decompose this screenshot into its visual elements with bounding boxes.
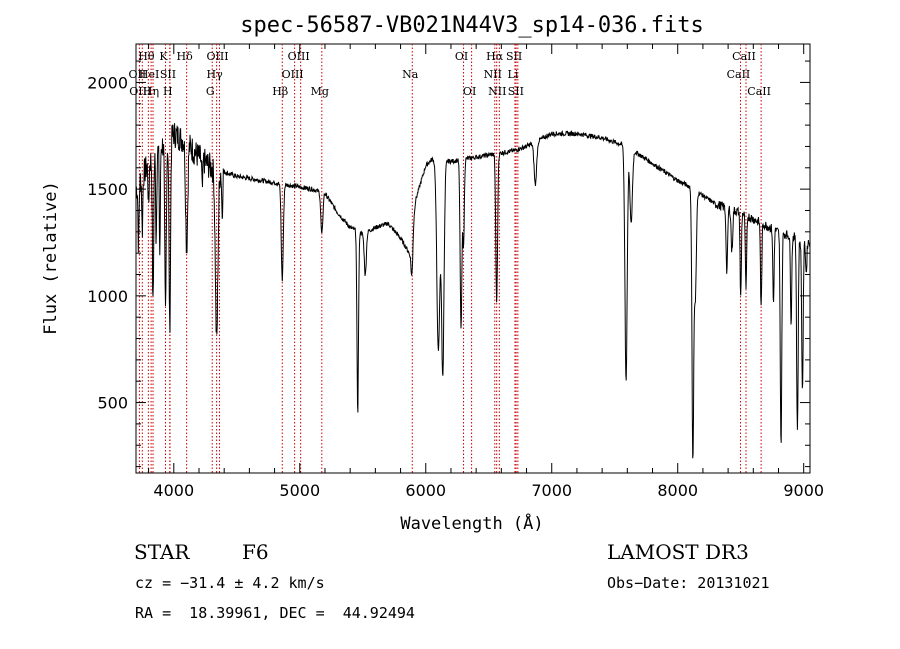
line-label-15: Mg xyxy=(311,85,329,98)
line-label-14: OIII xyxy=(282,68,304,81)
line-label-2: OIII xyxy=(129,85,151,98)
x-tick-label: 5000 xyxy=(279,481,320,500)
line-label-4: Hη xyxy=(143,85,159,98)
line-label-24: SII xyxy=(508,85,524,98)
x-tick-label: 9000 xyxy=(783,481,824,500)
redshift-readout: cz = −31.4 ± 4.2 km/s xyxy=(135,574,325,592)
line-label-8: Hδ xyxy=(177,50,194,63)
survey-name: LAMOST DR3 xyxy=(607,540,749,564)
y-tick-label: 500 xyxy=(97,394,128,413)
x-axis-label: Wavelength (Å) xyxy=(400,512,543,534)
line-label-0: Hθ xyxy=(138,50,155,63)
x-tick-label: 7000 xyxy=(531,481,572,500)
x-tick-label: 4000 xyxy=(153,481,194,500)
y-axis-ticks: 500 1000 1500 2000 xyxy=(87,60,810,468)
x-axis-ticks: 4000 5000 6000 7000 8000 9000 xyxy=(148,44,824,500)
x-tick-label: 8000 xyxy=(657,481,698,500)
line-label-25: CaII xyxy=(732,50,756,63)
line-label-27: CaII xyxy=(747,85,771,98)
line-label-21: NII xyxy=(488,85,506,98)
line-label-18: OI xyxy=(463,85,476,98)
obs-date: Obs−Date: 20131021 xyxy=(607,574,770,592)
line-label-23: Li xyxy=(508,68,519,81)
spectrum-line xyxy=(135,123,811,459)
object-subclass: F6 xyxy=(242,540,269,564)
line-label-20: NII xyxy=(484,68,502,81)
plot-frame xyxy=(135,43,811,474)
coordinates: RA = 18.39961, DEC = 44.92494 xyxy=(135,604,415,622)
y-axis-label: Flux (relative) xyxy=(41,181,61,335)
line-label-26: CaII xyxy=(727,68,751,81)
line-label-22: SII xyxy=(506,50,522,63)
spectral-line-markers xyxy=(138,44,762,473)
y-tick-label: 1000 xyxy=(87,287,128,306)
plot-area: Hθ OII OIII HeI Hη K SII H Hδ OIII Hγ G Hβ OIII OIII Mg… xyxy=(87,43,824,500)
line-label-6: SII xyxy=(160,68,176,81)
line-label-1: OII xyxy=(129,68,147,81)
line-label-11: G xyxy=(206,85,215,98)
line-label-3: HeI xyxy=(139,68,159,81)
x-tick-label: 6000 xyxy=(405,481,446,500)
y-tick-label: 2000 xyxy=(87,73,128,92)
y-tick-label: 1500 xyxy=(87,180,128,199)
spectral-line-labels: Hθ OII OIII HeI Hη K SII H Hδ OIII Hγ G Hβ OIII OIII Mg… xyxy=(129,50,771,98)
line-label-16: Na xyxy=(402,68,419,81)
object-class: STAR xyxy=(134,540,190,564)
line-label-10: Hγ xyxy=(207,68,224,81)
line-label-5: K xyxy=(159,50,168,63)
line-label-17: OI xyxy=(455,50,468,63)
line-label-13: OIII xyxy=(288,50,310,63)
chart-title: spec-56587-VB021N44V3_sp14-036.fits xyxy=(240,13,704,38)
line-label-7: H xyxy=(163,85,173,98)
line-label-9: OIII xyxy=(206,50,228,63)
line-label-12: Hβ xyxy=(272,85,288,98)
line-label-19: Hα xyxy=(486,50,504,63)
